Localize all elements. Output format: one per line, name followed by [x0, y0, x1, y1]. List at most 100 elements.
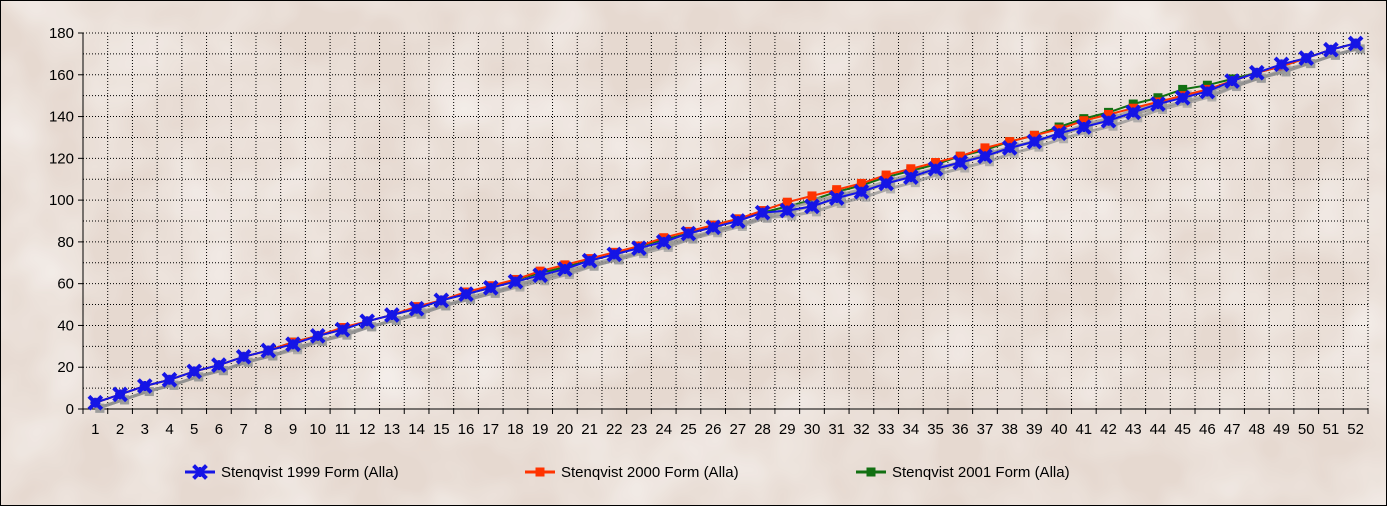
x-tick-label: 46	[1199, 421, 1216, 438]
data-point	[705, 219, 721, 236]
x-tick-label: 4	[165, 421, 173, 438]
data-point	[161, 371, 178, 388]
x-tick-label: 14	[408, 421, 425, 438]
x-tick-label: 35	[927, 421, 944, 438]
x-tick-label: 45	[1174, 421, 1191, 438]
x-tick-label: 47	[1224, 421, 1241, 438]
data-point	[557, 261, 573, 277]
x-tick-label: 41	[1075, 421, 1092, 438]
x-tick-label: 40	[1051, 421, 1068, 438]
x-tick-label: 13	[384, 421, 401, 438]
x-tick-label: 49	[1273, 421, 1290, 438]
series-line	[95, 42, 1356, 404]
data-point	[878, 175, 894, 192]
data-point	[1104, 109, 1114, 119]
data-point	[1273, 56, 1290, 73]
x-tick-label: 28	[754, 421, 771, 438]
data-point	[1001, 140, 1018, 156]
data-point	[408, 300, 425, 317]
x-tick-label: 36	[952, 421, 969, 438]
data-point	[952, 154, 969, 171]
x-tick-label: 6	[215, 421, 223, 438]
legend-label: Stenqvist 1999 Form (Alla)	[221, 464, 399, 481]
data-point	[955, 151, 965, 161]
legend-item-1: Stenqvist 1999 Form (Alla)	[185, 464, 399, 481]
x-tick-label: 22	[606, 421, 623, 438]
y-tick-label: 80	[57, 234, 74, 251]
x-tick-label: 29	[779, 421, 796, 438]
x-tick-label: 18	[507, 421, 524, 438]
x-tick-label: 33	[878, 421, 895, 438]
x-tick-label: 32	[853, 421, 870, 438]
series-shadow	[98, 46, 1360, 410]
legend-swatch-marker	[866, 467, 876, 477]
x-tick-label: 7	[239, 421, 247, 438]
data-point	[1079, 116, 1089, 126]
x-tick-label: 31	[828, 421, 845, 438]
x-tick-label: 21	[581, 421, 598, 438]
x-tick-label: 9	[289, 421, 297, 438]
data-point	[1026, 133, 1043, 150]
data-point	[1248, 64, 1265, 81]
legend-swatch-marker	[192, 464, 208, 480]
x-tick-label: 51	[1323, 421, 1340, 438]
data-point	[433, 292, 450, 309]
data-point	[1150, 96, 1166, 112]
data-point	[309, 328, 326, 344]
x-tick-label: 26	[705, 421, 722, 438]
data-point	[211, 357, 227, 373]
data-point	[532, 267, 548, 284]
y-tick-label: 180	[49, 25, 74, 42]
x-tick-label: 50	[1298, 421, 1315, 438]
data-point	[1100, 112, 1117, 129]
data-point	[730, 213, 746, 229]
data-point	[853, 183, 870, 200]
data-point	[1125, 104, 1142, 121]
data-point	[655, 234, 672, 250]
data-point	[359, 313, 376, 330]
legend-item-3: Stenqvist 2001 Form (Alla)	[856, 464, 1070, 481]
x-tick-label: 23	[631, 421, 648, 438]
series-1	[87, 35, 1365, 413]
data-point	[1178, 84, 1188, 94]
y-tick-label: 0	[66, 401, 74, 418]
data-point	[334, 321, 351, 338]
data-point	[782, 197, 792, 207]
x-tick-label: 27	[730, 421, 747, 438]
data-point	[482, 280, 499, 296]
data-point	[1347, 35, 1364, 52]
data-point	[779, 202, 796, 219]
x-tick-label: 12	[359, 421, 376, 438]
x-tick-label: 37	[977, 421, 994, 438]
data-point	[606, 246, 623, 263]
data-point	[458, 286, 474, 302]
x-tick-label: 2	[116, 421, 124, 438]
data-point	[186, 363, 203, 380]
data-point	[384, 307, 400, 323]
x-tick-label: 15	[433, 421, 450, 438]
data-point	[581, 252, 598, 269]
x-tick-label: 48	[1248, 421, 1265, 438]
legend-item-2: Stenqvist 2000 Form (Alla)	[525, 464, 739, 481]
data-point	[832, 185, 842, 195]
x-tick-label: 20	[557, 421, 574, 438]
data-point	[285, 336, 301, 353]
x-tick-label: 3	[141, 421, 149, 438]
data-point	[1174, 89, 1191, 106]
x-tick-label: 30	[804, 421, 821, 438]
data-point	[507, 273, 524, 290]
x-tick-label: 10	[309, 421, 326, 438]
data-point	[260, 342, 277, 359]
y-tick-label: 100	[49, 192, 74, 209]
y-tick-label: 120	[49, 150, 74, 167]
y-tick-label: 20	[57, 359, 74, 376]
legend-label: Stenqvist 2000 Form (Alla)	[561, 464, 739, 481]
data-point	[754, 204, 771, 221]
x-tick-label: 38	[1001, 421, 1018, 438]
x-tick-label: 52	[1347, 421, 1364, 438]
y-tick-label: 140	[49, 109, 74, 126]
data-point	[828, 190, 845, 206]
data-point	[1005, 137, 1015, 147]
data-point	[906, 164, 916, 174]
y-tick-label: 160	[49, 67, 74, 84]
